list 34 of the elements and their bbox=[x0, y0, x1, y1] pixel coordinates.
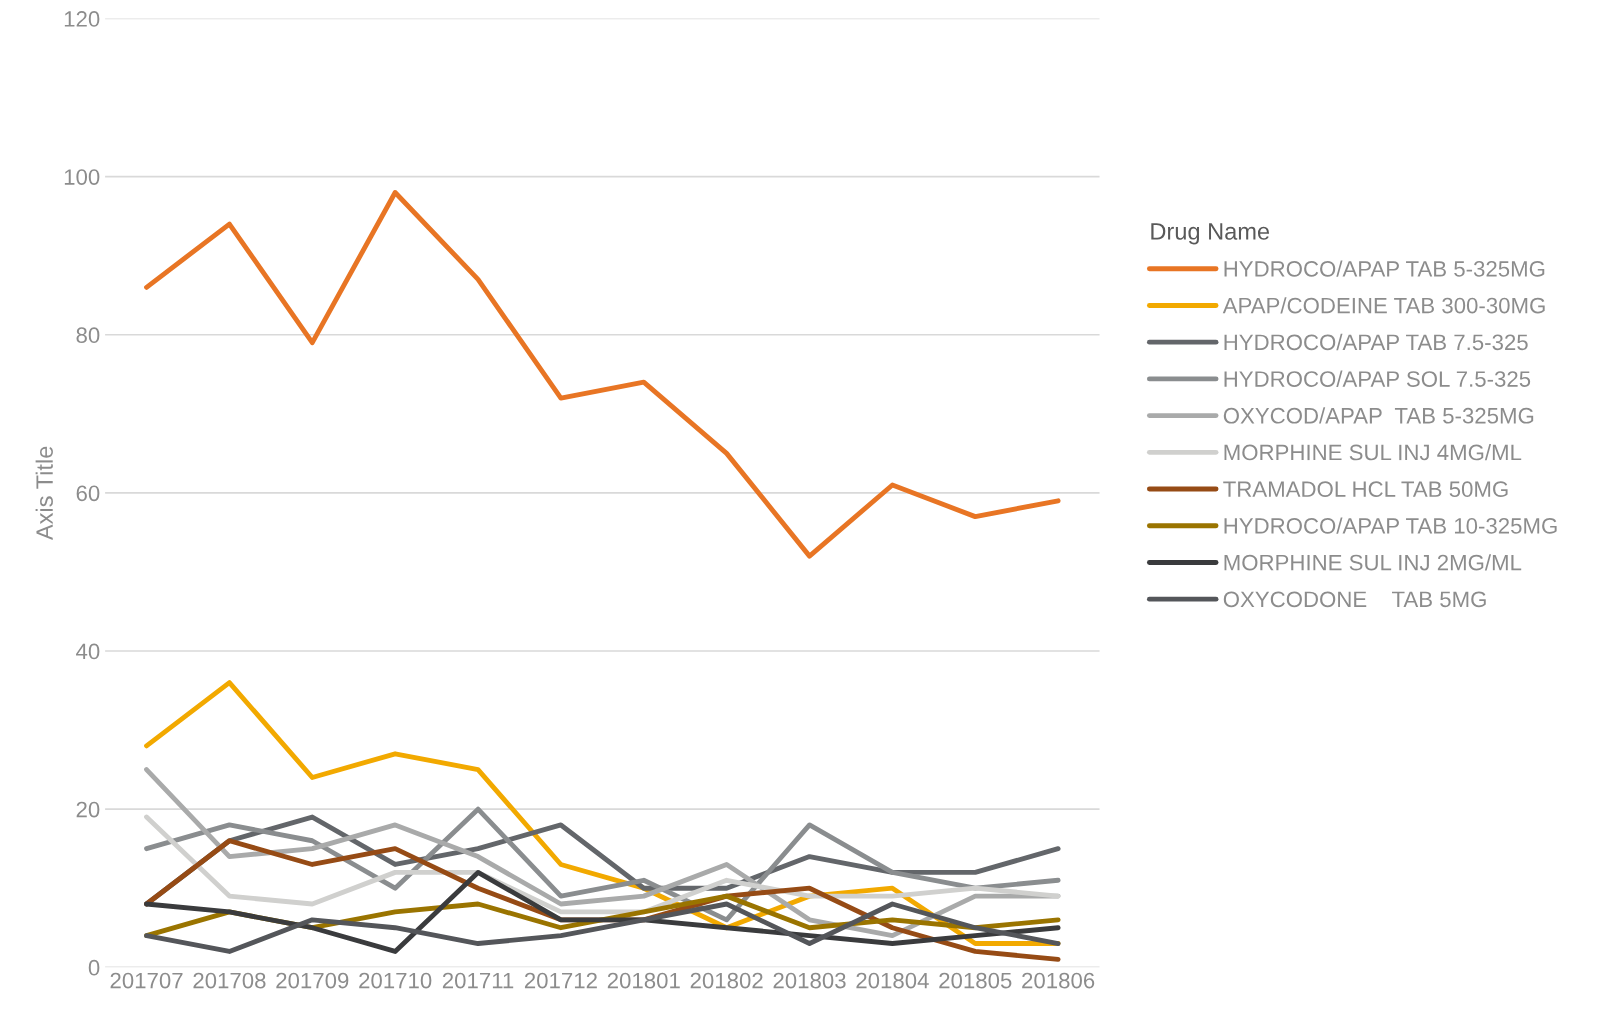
x-tick-label: 201804 bbox=[856, 972, 929, 989]
legend-label: HYDROCO/APAP TAB 7.5-325 bbox=[1224, 333, 1528, 351]
x-tick-label: 201709 bbox=[276, 972, 349, 989]
line-series bbox=[144, 869, 1061, 954]
x-tick-label: 201803 bbox=[773, 972, 846, 989]
legend-label: OXYCOD/APAP TAB 5-325MG bbox=[1223, 407, 1534, 424]
x-tick-label: 201806 bbox=[1022, 972, 1095, 989]
y-tick-label: 0 bbox=[88, 959, 100, 976]
y-tick-label: 60 bbox=[76, 485, 100, 502]
y-axis-title: Axis Title bbox=[35, 446, 53, 541]
legend-label: HYDROCO/APAP SOL 7.5-325 bbox=[1224, 370, 1531, 387]
x-tick-label: 201802 bbox=[690, 972, 763, 989]
legend-label: HYDROCO/APAP TAB 10-325MG bbox=[1224, 517, 1557, 534]
x-tick-label: 201801 bbox=[607, 972, 680, 989]
x-tick-label: 201710 bbox=[359, 972, 432, 989]
y-tick-label: 40 bbox=[76, 643, 100, 660]
legend-label: MORPHINE SUL INJ 2MG/ML bbox=[1224, 554, 1522, 571]
legend-label: APAP/CODEINE TAB 300-30MG bbox=[1222, 297, 1545, 314]
legend-label: HYDROCO/APAP TAB 5-325MG bbox=[1224, 260, 1545, 277]
line-series bbox=[144, 901, 1061, 954]
y-tick-label: 100 bbox=[64, 169, 100, 185]
x-tick-label: 201708 bbox=[193, 972, 266, 989]
legend-title: Drug Name bbox=[1151, 223, 1270, 245]
y-tick-label: 80 bbox=[76, 327, 100, 344]
legend-label: TRAMADOL HCL TAB 50MG bbox=[1223, 481, 1508, 498]
x-tick-label: 201712 bbox=[524, 972, 597, 989]
y-tick-label: 120 bbox=[64, 11, 100, 27]
line-series bbox=[144, 190, 1061, 559]
x-tick-label: 201711 bbox=[442, 972, 514, 989]
x-tick-label: 201707 bbox=[110, 972, 183, 989]
y-tick-label: 20 bbox=[76, 801, 100, 818]
legend-label: MORPHINE SUL INJ 4MG/ML bbox=[1224, 444, 1522, 461]
legend-label: OXYCODONE TAB 5MG bbox=[1223, 591, 1486, 608]
x-tick-label: 201805 bbox=[939, 972, 1012, 989]
